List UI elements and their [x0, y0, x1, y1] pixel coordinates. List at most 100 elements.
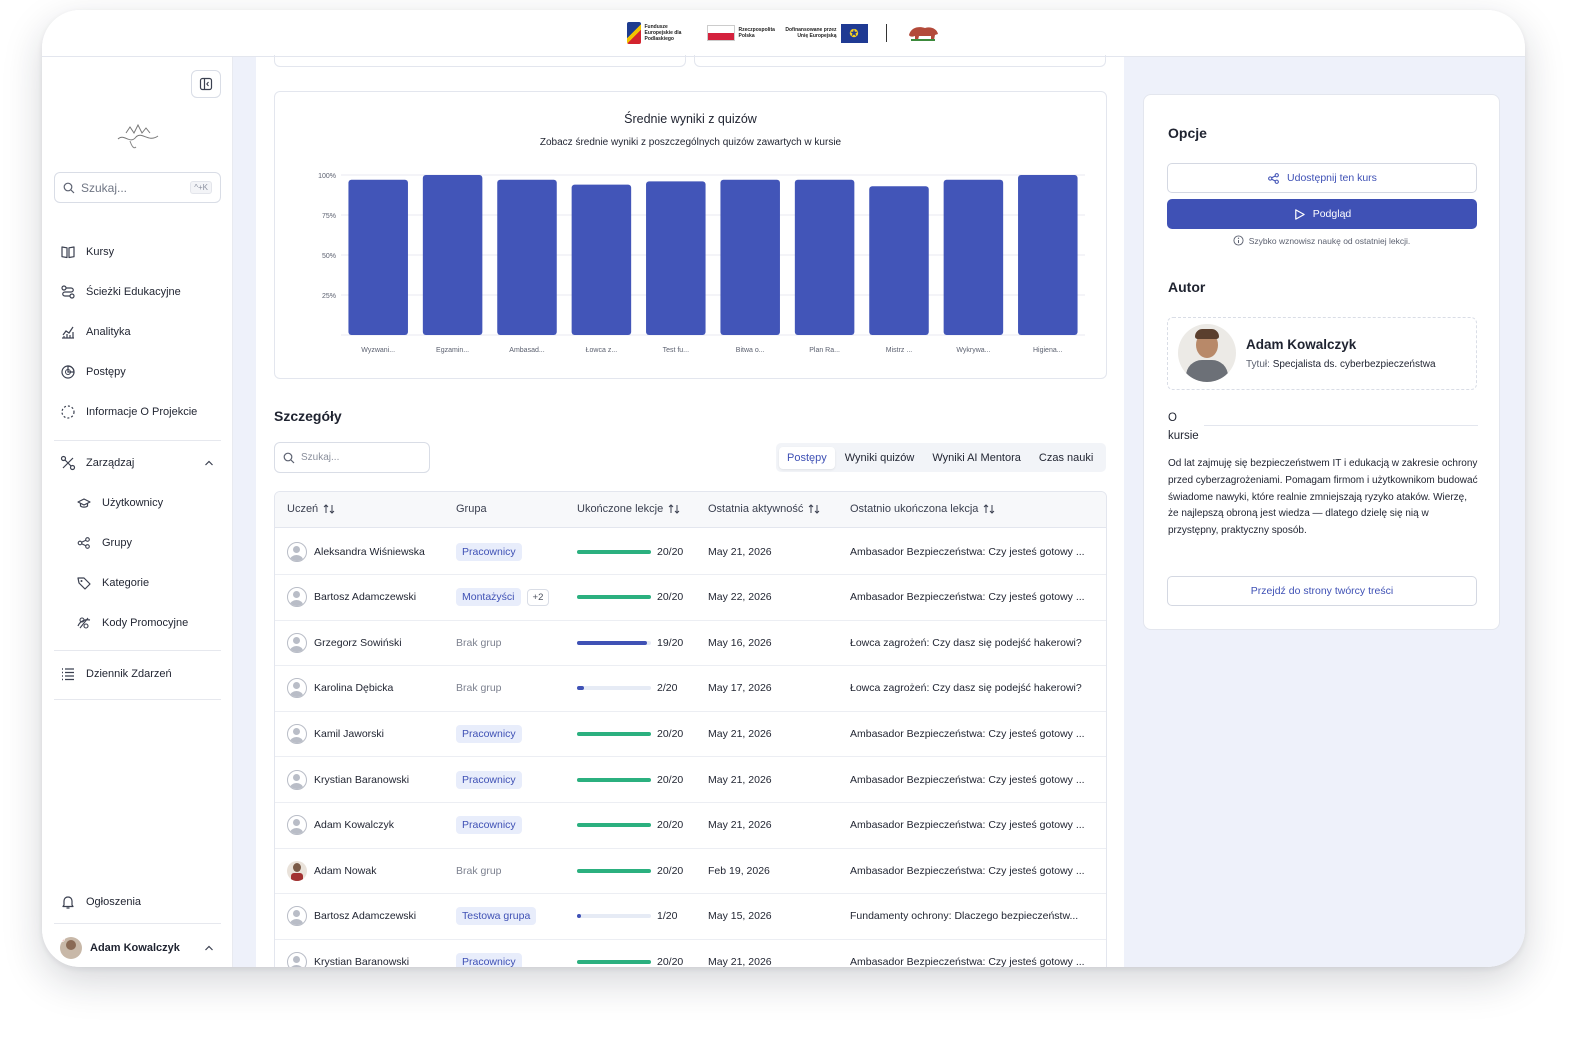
table-row[interactable]: Karolina Dębicka Brak grup 2/20 May 17, 202…	[275, 666, 1106, 712]
column-header-ukonczone[interactable]: Ukończone lekcje	[577, 503, 680, 515]
group-badge[interactable]: Pracownicy	[456, 952, 522, 967]
sidebar-item-uzytkownicy[interactable]: Użytkownicy	[70, 489, 220, 517]
progress-cell: 20/20	[577, 575, 683, 620]
resume-hint: Szybko wznowisz naukę od ostatniej lekcj…	[1144, 235, 1499, 246]
sidebar-user-menu[interactable]: Adam Kowalczyk	[54, 933, 221, 963]
table-row[interactable]: Bartosz Adamczewski Montażyści +2 20/20 May …	[275, 575, 1106, 621]
details-search-input[interactable]: Szukaj...	[274, 442, 430, 473]
chart-bar[interactable]	[422, 175, 483, 335]
chart-bar[interactable]	[869, 186, 929, 335]
more-groups-badge[interactable]: +2	[526, 588, 550, 606]
tab-czas-nauki[interactable]: Czas nauki	[1038, 451, 1094, 464]
y-tick-label: 100%	[318, 173, 336, 180]
column-header-uczen[interactable]: Uczeń	[287, 503, 335, 515]
table-row[interactable]: Kamil Jaworski Pracownicy 20/20 May 21, 202…	[275, 711, 1106, 758]
table-row[interactable]: Bartosz Adamczewski Testowa grupa 1/20 May …	[275, 894, 1106, 940]
sidebar-item-zarzadzaj[interactable]: Zarządzaj	[54, 449, 221, 477]
student-name: Adam Kowalczyk	[314, 819, 394, 832]
play-icon	[1294, 208, 1305, 220]
tab-wyniki-quizow[interactable]: Wyniki quizów	[844, 451, 915, 464]
column-header-ostatnia-aktywnosc[interactable]: Ostatnia aktywność	[708, 503, 820, 515]
sidebar-item-kategorie[interactable]: Kategorie	[70, 569, 220, 597]
info-icon	[1233, 235, 1244, 246]
panel-collapse-icon	[199, 77, 213, 91]
sidebar-item-postepy[interactable]: Postępy	[54, 358, 221, 386]
sidebar-item-analityka[interactable]: Analityka	[54, 318, 221, 346]
table-row[interactable]: Krystian Baranowski Pracownicy 20/20 May 21…	[275, 939, 1106, 967]
preview-button[interactable]: Podgląd	[1167, 199, 1477, 229]
column-header-ostatnia-lekcja[interactable]: Ostatnio ukończona lekcja	[850, 503, 995, 515]
sidebar-item-kody-promocyjne[interactable]: Kody Promocyjne	[70, 609, 220, 637]
table-row[interactable]: Aleksandra Wiśniewska Pracownicy 20/20 May …	[275, 529, 1106, 575]
progress-bar	[577, 731, 651, 736]
sidebar-item-grupy[interactable]: Grupy	[70, 529, 220, 557]
tab-postepy[interactable]: Postępy	[779, 446, 835, 469]
student-name: Bartosz Adamczewski	[314, 591, 417, 604]
last-lesson-cell: Łowca zagrożeń: Czy dasz się podejść hak…	[850, 666, 1082, 711]
share-course-button[interactable]: Udostępnij ten kurs	[1167, 163, 1477, 193]
details-title: Szczegóły	[274, 408, 342, 424]
last-lesson-cell: Łowca zagrożeń: Czy dasz się podejść hak…	[850, 620, 1082, 665]
student-cell: Aleksandra Wiśniewska	[287, 529, 425, 574]
avatar	[287, 815, 307, 836]
chart-bar[interactable]	[646, 181, 706, 335]
progress-text: 20/20	[657, 727, 684, 740]
student-cell: Kamil Jaworski	[287, 711, 384, 756]
sidebar-item-dziennik[interactable]: Dziennik Zdarzeń	[54, 660, 221, 688]
sidebar-item-kursy[interactable]: Kursy	[54, 238, 221, 266]
avatar	[60, 937, 82, 959]
sidebar-item-ogloszenia[interactable]: Ogłoszenia	[54, 888, 221, 916]
sidebar-collapse-button[interactable]	[191, 70, 221, 98]
chart-bar[interactable]	[571, 184, 632, 335]
student-cell: Grzegorz Sowiński	[287, 620, 402, 665]
table-row[interactable]: Krystian Baranowski Pracownicy 20/20 May 21…	[275, 757, 1106, 803]
tab-wyniki-ai-mentora[interactable]: Wyniki AI Mentora	[932, 451, 1021, 464]
progress-cell: 19/20	[577, 620, 683, 665]
author-title: Tytuł: Specjalista ds. cyberbezpieczeńst…	[1246, 359, 1436, 370]
chart-bar[interactable]	[943, 179, 1004, 335]
sidebar-item-informacje[interactable]: Informacje O Projekcie	[54, 398, 221, 426]
sort-icon	[323, 504, 335, 514]
chart-bar[interactable]	[1018, 175, 1078, 335]
last-activity-date: May 21, 2026	[708, 727, 772, 740]
options-card: Opcje Udostępnij ten kurs Podgląd Szybko…	[1143, 94, 1500, 630]
app-logo[interactable]	[112, 119, 164, 153]
table-row[interactable]: Grzegorz Sowiński Brak grup 19/20 May 16, 2…	[275, 620, 1106, 667]
funding-logo-bar: Fundusze Europejskie dla Podlaskiego Rze…	[42, 10, 1525, 57]
sidebar-item-label: Kursy	[86, 246, 115, 258]
chart-bar[interactable]	[794, 179, 855, 335]
route-icon	[61, 285, 75, 299]
progress-bar-fill	[577, 686, 585, 691]
share-icon	[77, 537, 90, 549]
last-activity-cell: May 21, 2026	[708, 757, 772, 802]
group-badge[interactable]: Testowa grupa	[456, 907, 537, 926]
sidebar-search-input[interactable]: Szukaj... ^+K	[54, 172, 221, 203]
group-badge[interactable]: Pracownicy	[456, 770, 522, 789]
x-tick-label: Mistrz ...	[886, 347, 912, 354]
group-cell: Pracownicy	[456, 711, 522, 756]
sidebar-item-sciezki[interactable]: Ścieżki Edukacyjne	[54, 278, 221, 306]
last-activity-date: May 17, 2026	[708, 682, 772, 695]
table-row[interactable]: Adam Kowalczyk Pracownicy 20/20 May 21, 202…	[275, 803, 1106, 849]
preview-label: Podgląd	[1312, 208, 1352, 220]
chart-bar[interactable]	[720, 179, 780, 335]
group-badge[interactable]: Pracownicy	[456, 816, 522, 835]
table-header: Uczeń Grupa Ukończone lekcje Ostatnia ak…	[275, 492, 1106, 528]
chart-bar[interactable]	[348, 179, 408, 335]
bison-logo-icon	[905, 23, 941, 43]
progress-text: 1/20	[657, 910, 678, 923]
table-row[interactable]: Adam Nowak Brak grup 20/20 Feb 19, 2026 Amba…	[275, 848, 1106, 895]
creator-page-button[interactable]: Przejdź do strony twórcy treści	[1167, 576, 1477, 606]
author-avatar-hair	[1195, 329, 1219, 339]
promo-icon	[77, 617, 91, 629]
group-badge[interactable]: Pracownicy	[456, 542, 522, 561]
chart-bar[interactable]	[497, 179, 557, 335]
main-content: 25% 50% 75% 100% Wyzwani... Egzamin... Ambasad…	[256, 55, 1124, 967]
tools-icon	[60, 455, 76, 471]
last-lesson-cell: Ambasador Bezpieczeństwa: Czy jesteś got…	[850, 757, 1085, 802]
group-badge[interactable]: Montażyści	[456, 588, 521, 607]
student-cell: Krystian Baranowski	[287, 939, 409, 967]
about-divider	[1204, 425, 1478, 426]
sidebar-item-label: Dziennik Zdarzeń	[86, 668, 172, 680]
group-badge[interactable]: Pracownicy	[456, 724, 522, 743]
